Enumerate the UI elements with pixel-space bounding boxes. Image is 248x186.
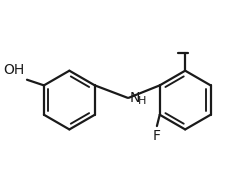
Text: F: F bbox=[153, 129, 161, 143]
Text: H: H bbox=[138, 96, 147, 106]
Text: N: N bbox=[129, 91, 140, 105]
Text: OH: OH bbox=[3, 63, 25, 77]
